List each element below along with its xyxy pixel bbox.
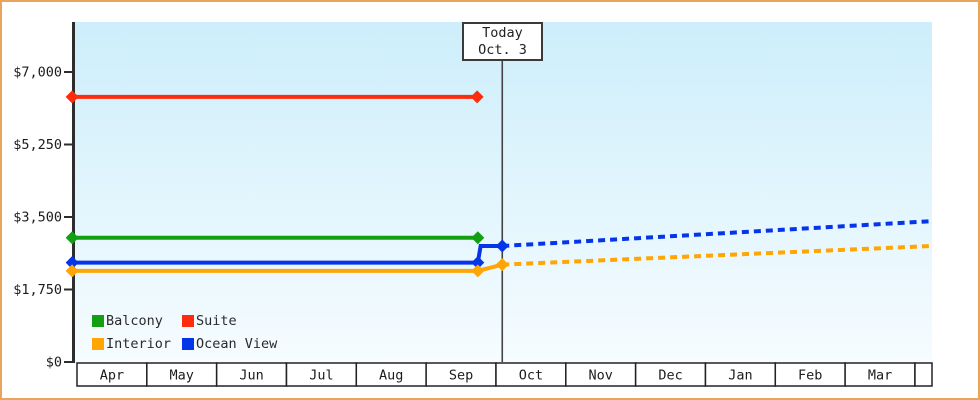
month-label-oct: Oct bbox=[519, 368, 543, 384]
y-tick-label: $1,750 bbox=[13, 282, 62, 298]
legend: Balcony Suite Interior Ocean View bbox=[92, 309, 277, 355]
legend-item-balcony: Balcony bbox=[92, 313, 182, 329]
series-marker-suite bbox=[65, 90, 79, 104]
legend-row: Balcony Suite bbox=[92, 309, 272, 332]
month-label-jul: Jul bbox=[309, 368, 333, 384]
interior-swatch-icon bbox=[92, 337, 104, 350]
month-label-feb: Feb bbox=[798, 368, 822, 384]
series-marker-ocean-view bbox=[65, 256, 79, 270]
y-tick-label: $0 bbox=[46, 355, 62, 371]
month-label-mar: Mar bbox=[868, 368, 892, 384]
y-axis bbox=[72, 22, 75, 363]
month-label-jun: Jun bbox=[239, 368, 263, 384]
legend-row: Interior Ocean View bbox=[92, 332, 277, 355]
legend-label: Interior bbox=[106, 335, 172, 352]
today-date-label: Oct. 3 bbox=[478, 41, 527, 58]
series-marker-interior bbox=[495, 258, 509, 272]
today-label: Today bbox=[482, 24, 523, 41]
month-label-dec: Dec bbox=[658, 368, 682, 384]
month-label-may: May bbox=[170, 368, 194, 384]
y-tick-label: $3,500 bbox=[13, 210, 62, 226]
legend-label: Ocean View bbox=[196, 335, 278, 352]
today-marker-box: Today Oct. 3 bbox=[462, 22, 543, 61]
month-label-sep: Sep bbox=[449, 368, 473, 384]
suite-swatch-icon bbox=[182, 314, 194, 327]
month-label-nov: Nov bbox=[589, 368, 613, 384]
y-tick-label: $7,000 bbox=[13, 65, 62, 81]
legend-item-ocean-view: Ocean View bbox=[182, 336, 277, 352]
series-marker-balcony bbox=[471, 231, 485, 245]
series-marker-ocean-view bbox=[471, 256, 485, 270]
month-cell-empty bbox=[914, 362, 933, 387]
legend-label: Balcony bbox=[106, 312, 163, 329]
balcony-swatch-icon bbox=[92, 314, 104, 327]
month-label-aug: Aug bbox=[379, 368, 403, 384]
legend-item-interior: Interior bbox=[92, 336, 182, 352]
legend-item-suite: Suite bbox=[182, 313, 272, 329]
series-marker-interior bbox=[65, 264, 79, 278]
series-marker-suite bbox=[470, 90, 484, 104]
month-label-apr: Apr bbox=[100, 368, 124, 384]
legend-label: Suite bbox=[196, 312, 237, 329]
month-label-jan: Jan bbox=[728, 368, 752, 384]
ocean-view-swatch-icon bbox=[182, 337, 194, 350]
series-marker-balcony bbox=[65, 231, 79, 245]
series-marker-interior bbox=[471, 264, 485, 278]
series-marker-ocean-view bbox=[495, 239, 509, 253]
series-line-ocean-view bbox=[72, 244, 503, 265]
y-tick-label: $5,250 bbox=[13, 137, 62, 153]
